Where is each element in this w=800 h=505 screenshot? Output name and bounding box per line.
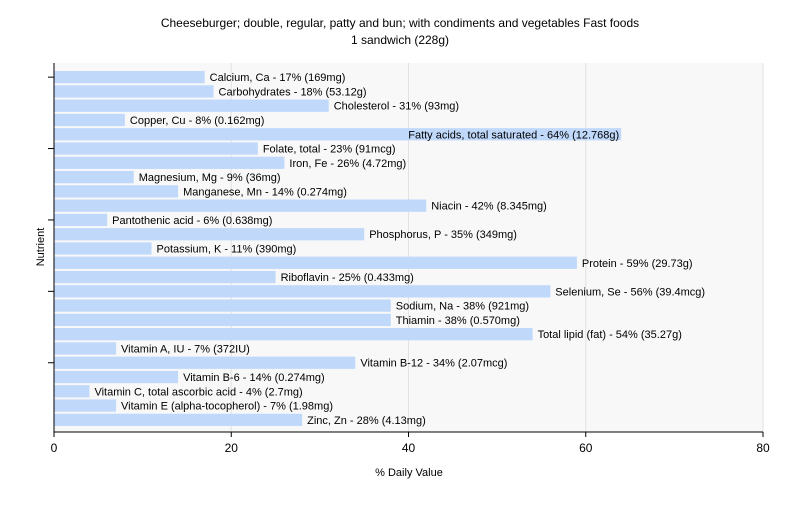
bar-label: Vitamin B-6 - 14% (0.274mg) <box>183 372 325 384</box>
bar-label: Iron, Fe - 26% (4.72mg) <box>289 158 406 170</box>
bar <box>54 199 427 212</box>
bar-label: Cholesterol - 31% (93mg) <box>334 101 459 113</box>
bar <box>54 242 152 255</box>
bar-label: Phosphorus, P - 35% (349mg) <box>369 229 517 241</box>
x-tick-label: 60 <box>579 441 593 455</box>
bar-label: Zinc, Zn - 28% (4.13mg) <box>307 415 426 427</box>
bar-label: Vitamin C, total ascorbic acid - 4% (2.7… <box>94 386 302 398</box>
bar-label: Vitamin A, IU - 7% (372IU) <box>121 343 250 355</box>
bar-label: Magnesium, Mg - 9% (36mg) <box>139 172 281 184</box>
bar-label: Carbohydrates - 18% (53.12g) <box>219 86 367 98</box>
bar <box>54 142 258 155</box>
bar-label: Sodium, Na - 38% (921mg) <box>396 301 529 313</box>
bar-label: Protein - 59% (29.73g) <box>582 258 693 270</box>
bar-label: Fatty acids, total saturated - 64% (12.7… <box>408 129 619 141</box>
chart-subtitle: 1 sandwich (228g) <box>351 33 449 47</box>
bar <box>54 299 391 312</box>
bar <box>54 213 108 227</box>
bar <box>54 128 622 141</box>
x-tick-label: 0 <box>51 441 58 455</box>
bar-label: Folate, total - 23% (91mcg) <box>263 144 396 156</box>
bar-label: Manganese, Mn - 14% (0.274mg) <box>183 186 347 198</box>
bar <box>54 228 365 241</box>
bar <box>54 156 285 169</box>
bar-label: Riboflavin - 25% (0.433mg) <box>281 272 414 284</box>
bar-label: Potassium, K - 11% (390mg) <box>156 244 296 256</box>
bar <box>54 313 391 327</box>
bar <box>54 413 303 426</box>
bar-label: Niacin - 42% (8.345mg) <box>431 201 547 213</box>
bar <box>54 99 329 112</box>
bar-label: Copper, Cu - 8% (0.162mg) <box>130 115 265 127</box>
bar <box>54 285 551 298</box>
bar <box>54 399 117 412</box>
bar <box>54 356 356 369</box>
bar <box>54 256 577 269</box>
x-tick-label: 20 <box>225 441 239 455</box>
bar <box>54 270 276 284</box>
bar <box>54 385 90 398</box>
chart-title: Cheeseburger; double, regular, patty and… <box>161 16 639 30</box>
bar-label: Calcium, Ca - 17% (169mg) <box>210 72 346 84</box>
bar-label: Selenium, Se - 56% (39.4mcg) <box>555 286 705 298</box>
bar-label: Pantothenic acid - 6% (0.638mg) <box>112 215 272 227</box>
bar <box>54 113 125 127</box>
bar-label: Vitamin B-12 - 34% (2.07mcg) <box>360 358 507 370</box>
y-axis-label: Nutrient <box>35 228 47 267</box>
bar <box>54 185 179 198</box>
x-tick-label: 40 <box>402 441 416 455</box>
bar <box>54 85 214 98</box>
bar-label: Thiamin - 38% (0.570mg) <box>396 315 520 327</box>
x-tick-label: 80 <box>756 441 770 455</box>
bar <box>54 370 179 384</box>
bar-label: Vitamin E (alpha-tocopherol) - 7% (1.98m… <box>121 401 333 413</box>
bar <box>54 328 533 341</box>
x-axis-label: % Daily Value <box>375 467 443 479</box>
bar <box>54 71 205 84</box>
bar <box>54 170 134 184</box>
bar <box>54 342 117 355</box>
bar-label: Total lipid (fat) - 54% (35.27g) <box>538 329 682 341</box>
